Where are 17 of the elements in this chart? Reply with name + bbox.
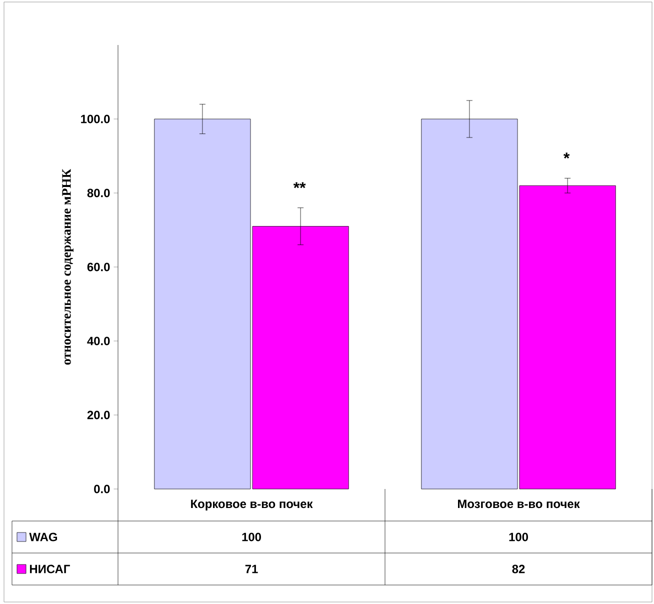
x-tick-label: Мозговое в-во почек [458,500,580,508]
legend-label: НИСАГ [30,564,70,574]
data-label: 100 [509,532,528,542]
y-tick-label: 60.0 [87,262,110,272]
legend-label: WAG [29,532,58,542]
y-tick-label: 0.0 [94,484,110,494]
y-tick-label: 100.0 [81,114,110,124]
annotation: * [564,152,570,159]
y-tick-label: 40.0 [87,336,110,346]
data-label: 82 [512,564,525,574]
annotation: ** [293,182,306,188]
x-tick-label: Корковое в-во почек [191,500,313,510]
y-tick-label: 80.0 [87,188,110,198]
data-label: 71 [245,564,258,574]
y-tick-label: 20.0 [87,410,110,420]
data-label: 100 [242,532,261,542]
y-axis-title: относительное содержание мРНК [62,168,74,365]
